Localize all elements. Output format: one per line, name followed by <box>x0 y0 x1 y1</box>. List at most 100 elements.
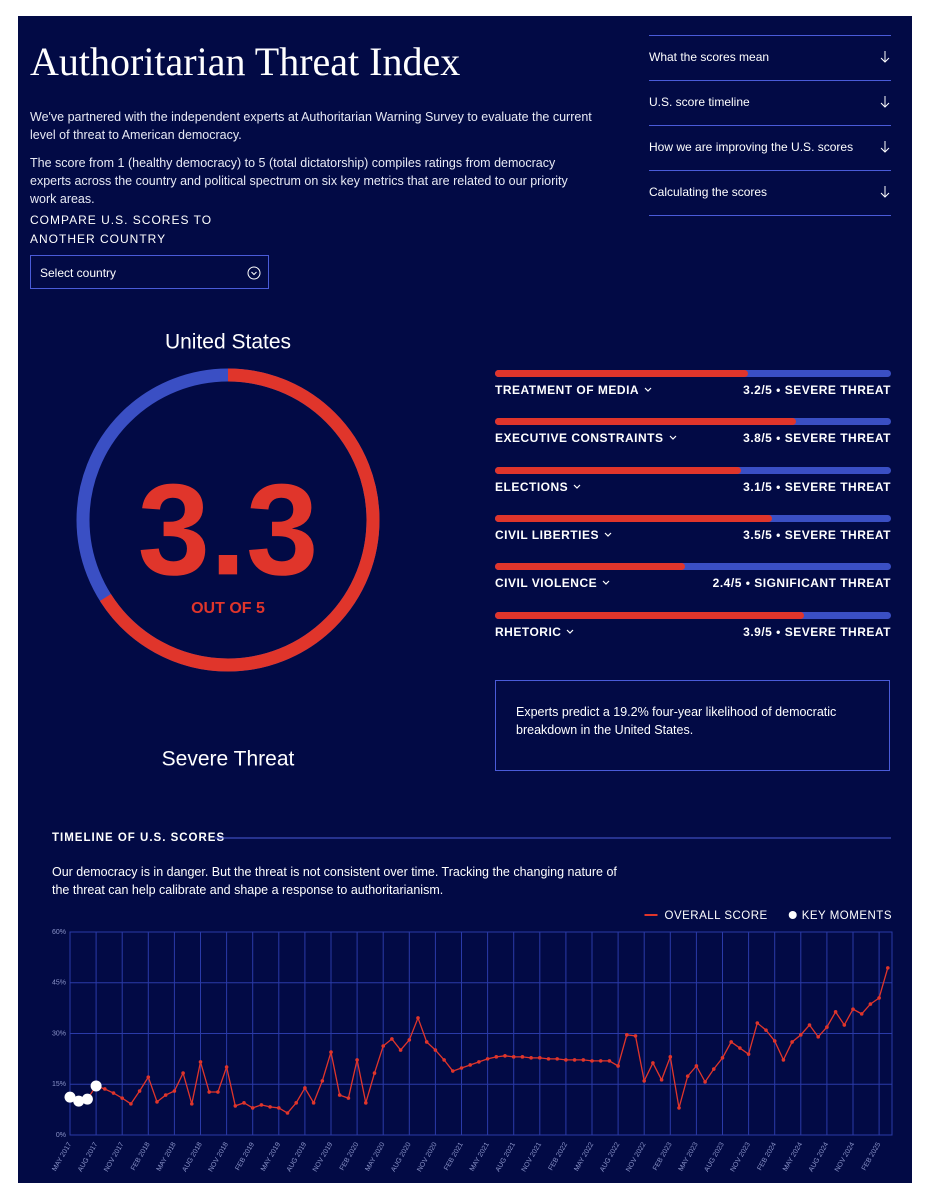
chevron <box>644 387 652 392</box>
score-point <box>424 1040 429 1044</box>
metric-name-text: CIVIL LIBERTIES <box>495 527 599 542</box>
metric: TREATMENT OF MEDIA 3.2/5 • SEVERE THREAT <box>495 370 891 410</box>
key-moment <box>81 1093 93 1105</box>
arrow <box>880 51 890 63</box>
score-point <box>729 1040 733 1044</box>
score-point <box>329 1050 333 1054</box>
x-tick-label: AUG 2019 <box>286 1141 308 1173</box>
compare-label: COMPARE U.S. SCORES TO ANOTHER COUNTRY <box>30 213 213 246</box>
legend-label: KEY MOMENTS <box>802 910 892 922</box>
bar-value <box>495 418 796 426</box>
x-tick-label: FEB 2025 <box>861 1141 883 1172</box>
x-tick-label: NOV 2024 <box>834 1141 856 1173</box>
nav-link[interactable]: How we are improving the U.S. scores <box>649 125 891 170</box>
graphics: United States 3.3 OUT OF 5 Severe Threat… <box>51 331 893 1173</box>
x-tick-label: NOV 2017 <box>103 1141 125 1173</box>
metric-name: RHETORIC <box>495 625 575 639</box>
nav-text: What the scores mean <box>649 50 770 64</box>
x-tick-label: MAY 2021 <box>469 1141 491 1172</box>
arrow <box>880 186 890 198</box>
nav-text: Calculating the scores <box>649 185 768 199</box>
metric-label: 2.4/5 • SIGNIFICANT THREAT <box>712 576 891 591</box>
score-point <box>538 1056 542 1060</box>
score-point <box>746 1052 751 1056</box>
score-point <box>511 1055 516 1059</box>
gauge-country: United States <box>165 331 291 354</box>
x-tick-label: AUG 2021 <box>495 1141 517 1173</box>
nav-rule <box>649 215 891 216</box>
arrow <box>880 96 890 108</box>
metric-label: 3.1/5 • SEVERE THREAT <box>743 479 891 494</box>
select-icon <box>247 266 261 280</box>
chevron <box>602 580 610 586</box>
x-tick-label: AUG 2018 <box>181 1141 203 1173</box>
score-point <box>590 1059 594 1063</box>
score-point <box>633 1034 638 1038</box>
metric-name-text: CIVIL VIOLENCE <box>495 576 598 591</box>
bar-value <box>495 514 773 522</box>
score-point <box>250 1106 255 1110</box>
x-tick-label: FEB 2021 <box>443 1141 465 1172</box>
score-point <box>372 1071 377 1075</box>
score-point <box>564 1058 568 1062</box>
nav-link[interactable]: U.S. score timeline <box>649 80 891 125</box>
score-line <box>69 967 889 1114</box>
nav-text: U.S. score timeline <box>649 95 750 109</box>
key-moment <box>73 1095 85 1107</box>
score-point <box>242 1101 246 1105</box>
gauge-value: 3.3 <box>138 456 319 602</box>
x-tick-label: AUG 2024 <box>808 1141 830 1173</box>
metric: ELECTIONS 3.1/5 • SEVERE THREAT <box>495 466 891 507</box>
score-point <box>833 1010 838 1014</box>
gauge-max: OUT OF 5 <box>191 600 265 617</box>
chevron <box>567 629 574 634</box>
chevron-path <box>602 580 610 586</box>
score-point <box>398 1048 403 1052</box>
metric-label: 3.9/5 • SEVERE THREAT <box>743 624 891 639</box>
score-point <box>781 1058 786 1062</box>
intro: The score from 1 (healthy democracy) to … <box>30 156 568 206</box>
metric-name: TREATMENT OF MEDIA <box>495 383 653 397</box>
score-point <box>607 1059 612 1063</box>
score-point <box>120 1096 124 1100</box>
score-point <box>886 966 890 970</box>
metric-name: EXECUTIVE CONSTRAINTS <box>495 431 678 445</box>
score-point <box>851 1007 855 1011</box>
gauge-arc <box>76 368 380 672</box>
country-select[interactable]: Select country <box>30 255 269 289</box>
score-point <box>416 1016 420 1020</box>
metric-name: CIVIL VIOLENCE <box>495 576 611 590</box>
score-point <box>720 1056 725 1060</box>
score-point <box>433 1048 438 1052</box>
gauge-rating: Severe Threat <box>162 748 295 771</box>
metric-label: 3.2/5 • SEVERE THREAT <box>743 383 891 397</box>
score-point <box>390 1037 394 1041</box>
score-point <box>111 1091 116 1095</box>
score-point <box>598 1059 603 1063</box>
chevron <box>573 484 581 489</box>
score-point <box>207 1090 211 1094</box>
metric-name-text: TREATMENT OF MEDIA <box>495 383 640 397</box>
x-tick-label: FEB 2023 <box>652 1141 674 1172</box>
x-tick-label: NOV 2021 <box>521 1141 543 1173</box>
chevron <box>880 186 890 198</box>
x-tick-label: MAY 2018 <box>156 1141 178 1172</box>
score-point <box>520 1055 525 1059</box>
score-point <box>259 1103 264 1107</box>
score-point <box>294 1101 299 1105</box>
score-point <box>494 1055 499 1059</box>
score-point <box>799 1033 803 1037</box>
arrow <box>880 141 890 153</box>
select-text: Select country <box>40 266 117 280</box>
score-point <box>137 1089 142 1093</box>
y-tick-label: 45% <box>52 980 66 987</box>
bar-value <box>495 370 749 377</box>
x-tick-label: NOV 2020 <box>416 1141 438 1173</box>
score-point <box>807 1023 812 1027</box>
chevron <box>669 435 676 441</box>
nav-link[interactable]: What the scores mean <box>649 35 891 80</box>
nav-link[interactable]: Calculating the scores <box>649 170 891 215</box>
chart-subtitle: Our democracy is in danger. But the thre… <box>52 865 617 897</box>
nav-text: How we are improving the U.S. scores <box>649 140 854 154</box>
score-point <box>485 1057 490 1061</box>
